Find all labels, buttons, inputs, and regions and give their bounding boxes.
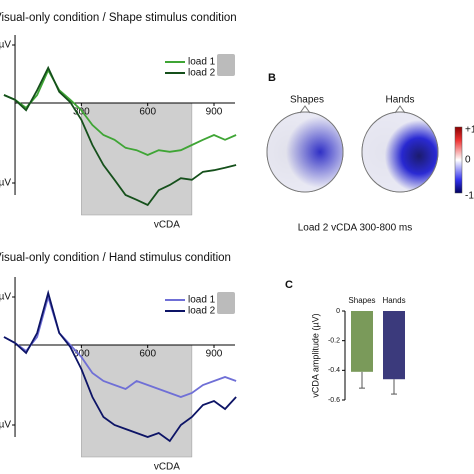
chart-title: Visual-only condition / Shape stimulus c… [0, 12, 237, 24]
analysis-window [81, 102, 193, 216]
head-map [266, 111, 344, 193]
stimulus-icon [217, 292, 235, 314]
colorbar-label: +1 [465, 125, 474, 136]
annotation: vCDA [154, 462, 180, 473]
data-line [3, 65, 237, 207]
legend-label: load 2 [188, 68, 216, 79]
stimulus-icon [217, 54, 235, 76]
x-tick-label: 300 [73, 107, 90, 118]
legend-label: load 1 [188, 295, 216, 306]
legend-label: load 1 [188, 57, 216, 68]
panel-label: C [285, 279, 293, 291]
analysis-window [81, 344, 193, 458]
category-label: Hands [382, 296, 405, 305]
bar [383, 311, 405, 380]
data-line [3, 289, 237, 443]
map-title: Hands [386, 95, 415, 106]
data-line [3, 293, 237, 398]
chart-title: Visual-only condition / Hand stimulus co… [0, 252, 231, 264]
y-tick-label: µV [0, 40, 11, 51]
x-tick-label: 900 [206, 349, 223, 360]
panel-label: B [268, 72, 276, 84]
colorbar-label: -1. [465, 191, 474, 202]
y-tick-label: 0 [336, 308, 340, 315]
x-tick-label: 600 [139, 107, 156, 118]
y-tick-label: -0.4 [328, 367, 340, 374]
bar [351, 311, 373, 372]
x-tick-label: 300 [73, 349, 90, 360]
nose [299, 105, 406, 114]
map-caption: Load 2 vCDA 300-800 ms [298, 223, 413, 234]
colorbar [454, 126, 463, 194]
topomap-panel: B Shapes Hands +1 0 -1. Load 2 vCDA 300-… [266, 72, 474, 234]
map-title: Shapes [290, 95, 324, 106]
data-line [3, 68, 237, 156]
head-map [361, 111, 439, 193]
y-tick-label: µV [0, 292, 11, 303]
legend-label: load 2 [188, 306, 216, 317]
category-label: Shapes [348, 296, 375, 305]
x-tick-label: 900 [206, 107, 223, 118]
x-tick-label: 600 [139, 349, 156, 360]
y-tick-label: µV [0, 178, 11, 189]
y-tick-label: µV [0, 420, 11, 431]
y-tick-label: -0.6 [328, 397, 340, 404]
annotation: vCDA [154, 220, 180, 231]
colorbar-label: 0 [465, 155, 471, 166]
y-axis-label: vCDA amplitude (µV) [310, 313, 320, 397]
y-tick-label: -0.2 [328, 338, 340, 345]
